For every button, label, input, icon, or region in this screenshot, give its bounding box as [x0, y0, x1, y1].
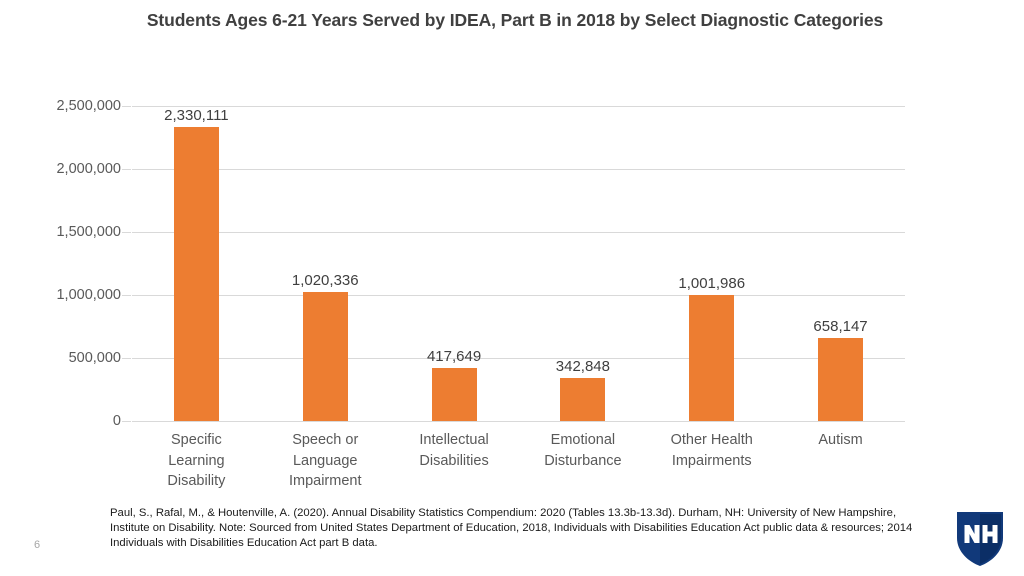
y-axis-tick-mark: [122, 169, 131, 170]
bar-slot: 342,848: [518, 106, 647, 421]
bar[interactable]: [431, 368, 477, 421]
bar[interactable]: [302, 292, 348, 421]
chart-title: Students Ages 6-21 Years Served by IDEA,…: [146, 10, 884, 30]
bar[interactable]: [689, 294, 735, 421]
y-axis-tick-label: 2,500,000: [56, 98, 121, 114]
y-axis-tick-mark: [122, 106, 131, 107]
category-label-line: Disturbance: [544, 452, 622, 469]
bar-value-label: 342,848: [555, 357, 611, 375]
unh-shield-logo: [949, 508, 1011, 570]
category-label-line: Learning: [168, 452, 225, 469]
category-label-line: Specific: [171, 432, 222, 448]
x-axis-category-label: Autism: [776, 430, 905, 492]
y-axis-tick-label: 1,000,000: [56, 287, 121, 303]
bar-value-label: 1,020,336: [291, 272, 359, 290]
y-axis-tick-mark: [122, 421, 131, 422]
category-label-line: Intellectual: [419, 432, 489, 448]
y-axis-tick-label: 2,000,000: [56, 161, 121, 177]
x-axis-category-label: Intellectual Disabilities: [390, 430, 519, 492]
category-label-line: Disability: [167, 473, 226, 490]
category-label-line: Language: [292, 452, 358, 469]
y-axis-tick-mark: [122, 358, 131, 359]
category-label-line: Disabilities: [419, 452, 489, 469]
x-axis-category-labels: Specific Learning Disability Speech or Langu…: [132, 430, 905, 492]
x-axis-category-label: Speech or Language Impairment: [261, 430, 390, 492]
gridline: [132, 232, 905, 233]
y-axis-tick-label: 1,500,000: [56, 224, 121, 240]
bar-slot: 2,330,111: [132, 106, 261, 421]
category-label-line: Impairments: [671, 452, 752, 469]
category-label-line: Impairment: [288, 473, 362, 490]
y-axis-tick-label: 0: [112, 413, 121, 429]
bar-slot: 1,001,986: [647, 106, 776, 421]
y-axis-tick-label: 500,000: [68, 350, 121, 366]
bar-value-label: 2,330,111: [164, 107, 229, 125]
bar-value-label: 417,649: [426, 348, 482, 366]
gridline: [132, 106, 905, 107]
category-label-line: Autism: [818, 432, 863, 448]
gridline: [132, 358, 905, 359]
y-axis-tick-mark: [122, 232, 131, 233]
gridline: [132, 295, 905, 296]
bar-series: 2,330,111 1,020,336 417,649 342,848 1,001,98…: [132, 106, 905, 421]
bar-slot: 658,147: [776, 106, 905, 421]
gridline: [132, 169, 905, 170]
citation-text: Paul, S., Rafal, M., & Houtenville, A. (…: [110, 507, 913, 550]
bar-value-label: 1,001,986: [678, 274, 746, 292]
x-axis-category-label: Specific Learning Disability: [132, 430, 261, 492]
bar-value-label: 658,147: [813, 318, 868, 336]
bar-slot: 1,020,336: [261, 106, 390, 421]
bar[interactable]: [818, 338, 864, 421]
chart-plot-area: [132, 106, 905, 422]
x-axis-category-label: Other Health Impairments: [647, 430, 776, 492]
category-label-line: Other Health: [670, 432, 753, 448]
bar-slot: 417,649: [390, 106, 519, 421]
bar[interactable]: [173, 127, 219, 421]
gridline: [132, 421, 905, 422]
bar[interactable]: [560, 377, 606, 421]
chart-plot-wrapper: 2,500,000 2,000,000 1,500,000 1,000,000 500,…: [56, 98, 905, 492]
slide-number: 6: [34, 539, 41, 551]
category-label-line: Emotional: [550, 432, 616, 448]
category-label-line: Speech or: [292, 432, 359, 448]
x-axis-category-label: Emotional Disturbance: [518, 430, 647, 492]
y-axis-tick-mark: [122, 295, 131, 296]
